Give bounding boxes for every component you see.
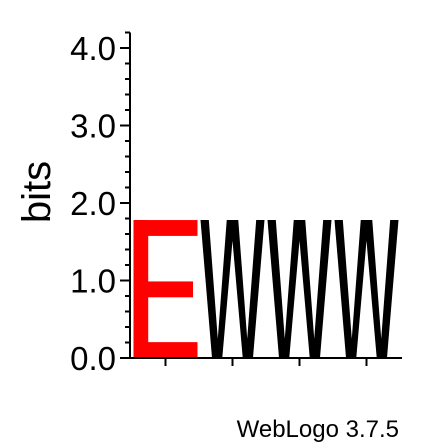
letter-e-top-bar (133, 220, 198, 236)
position-2-stack (200, 220, 265, 358)
letter-w (334, 220, 399, 358)
letter-stacks (133, 220, 399, 358)
letter-w-shape (200, 220, 265, 358)
y-tick-label: 4.0 (70, 30, 116, 67)
y-axis-title: bits (15, 161, 59, 223)
x-axis (130, 357, 402, 366)
y-tick-label: 2.0 (70, 185, 116, 222)
y-tick-label: 1.0 (70, 263, 116, 300)
y-tick-label: 0.0 (70, 340, 116, 377)
letter-w (200, 220, 265, 358)
letter-w-shape (267, 220, 332, 358)
position-1-stack (133, 220, 198, 358)
letter-e (133, 220, 198, 358)
y-tick-label: 3.0 (70, 108, 116, 145)
letter-w (267, 220, 332, 358)
weblogo-credit: WebLogo 3.7.5 (237, 416, 399, 443)
position-4-stack (334, 220, 399, 358)
y-axis: 0.0 1.0 2.0 3.0 4.0 (70, 30, 131, 377)
letter-e-bottom-bar (133, 342, 198, 358)
letter-e-middle-bar (133, 281, 194, 298)
letter-w-shape (334, 220, 399, 358)
position-3-stack (267, 220, 332, 358)
